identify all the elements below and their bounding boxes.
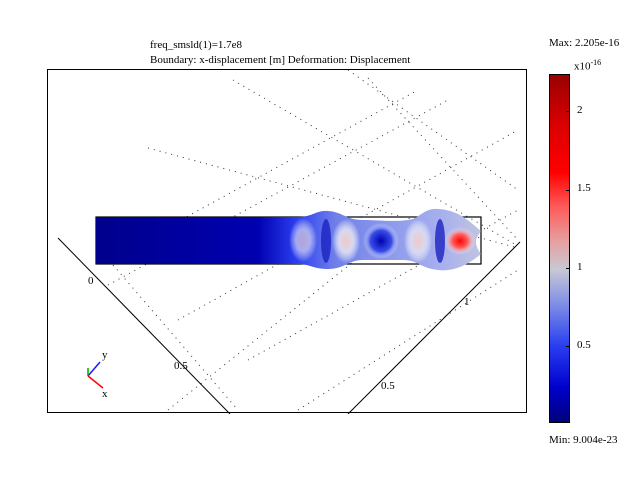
colorbar-tick-0-5: 0.5 bbox=[577, 339, 591, 351]
mode-band-2 bbox=[435, 219, 445, 263]
plot-canvas bbox=[57, 70, 521, 414]
depth-tick-0-5: 0.5 bbox=[381, 380, 395, 392]
mode-node-3 bbox=[363, 223, 399, 259]
mode-node-1 bbox=[289, 218, 317, 262]
colorbar-tick-1: 1 bbox=[577, 261, 583, 273]
colorbar-tickmark-1-5 bbox=[566, 190, 570, 191]
coordinate-triad bbox=[87, 361, 104, 389]
colorbar bbox=[549, 74, 570, 423]
colorbar-tickmark-2 bbox=[566, 111, 570, 112]
mode-node-2 bbox=[332, 219, 360, 263]
colorbar-tick-2: 2 bbox=[577, 104, 583, 116]
colorbar-tick-1-5: 1.5 bbox=[577, 182, 591, 194]
x-tick-0-5: 0.5 bbox=[174, 360, 188, 372]
depth-tick-1: 1 bbox=[464, 296, 470, 308]
colorbar-exponent: x10-16 bbox=[574, 58, 602, 73]
plot-title-line2: Boundary: x-displacement [m] Deformation… bbox=[150, 54, 411, 66]
colorbar-tickmark-0-5 bbox=[566, 346, 570, 347]
max-displacement-spot bbox=[444, 227, 476, 255]
plot-area[interactable]: 0 0.5 1 0.5 y x bbox=[47, 69, 527, 414]
triad-y-label: y bbox=[102, 349, 108, 361]
colorbar-max-label: Max: 2.205e-16 bbox=[549, 37, 620, 49]
mode-band-1 bbox=[321, 219, 331, 263]
axis-lines bbox=[57, 237, 521, 414]
plot-title-line1: freq_smsld(1)=1.7e8 bbox=[150, 39, 243, 51]
grid-lines bbox=[107, 70, 519, 411]
x-tick-0: 0 bbox=[88, 275, 94, 287]
triad-x-label: x bbox=[102, 388, 108, 400]
colorbar-min-label: Min: 9.004e-23 bbox=[549, 434, 618, 446]
colorbar-tickmark-1 bbox=[566, 268, 570, 269]
mode-node-4 bbox=[404, 219, 432, 263]
